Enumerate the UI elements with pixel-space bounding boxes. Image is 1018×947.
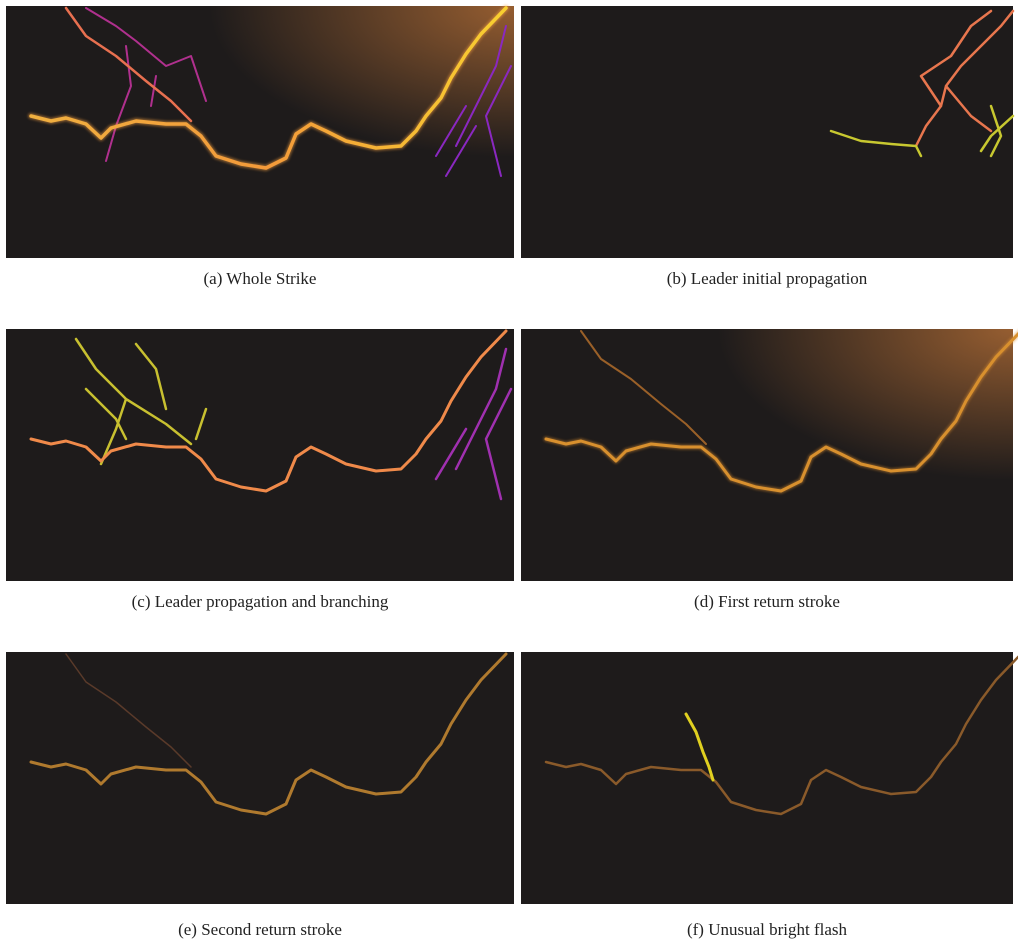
image-background bbox=[521, 652, 1013, 904]
panel-a bbox=[6, 6, 514, 258]
panel-d bbox=[521, 329, 1018, 581]
caption: (a) Whole Strike bbox=[204, 269, 317, 288]
glow bbox=[521, 329, 1013, 581]
caption: (c) Leader propagation and branching bbox=[132, 592, 389, 611]
caption: (d) First return stroke bbox=[694, 592, 840, 611]
caption: (b) Leader initial propagation bbox=[667, 269, 868, 288]
caption: (f) Unusual bright flash bbox=[687, 920, 848, 939]
caption: (e) Second return stroke bbox=[178, 920, 342, 939]
image-background bbox=[6, 652, 514, 904]
panel-e bbox=[6, 652, 514, 904]
panel-f bbox=[521, 652, 1018, 904]
image-background bbox=[521, 6, 1013, 258]
figure: (a) Whole Strike (b) Leader initial prop… bbox=[0, 0, 1018, 947]
glow bbox=[6, 6, 514, 258]
image-background bbox=[6, 329, 514, 581]
panel-b bbox=[521, 6, 1013, 258]
panel-c bbox=[6, 329, 514, 581]
